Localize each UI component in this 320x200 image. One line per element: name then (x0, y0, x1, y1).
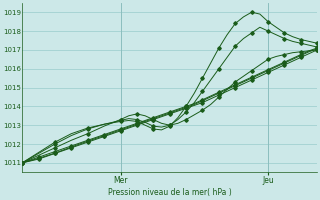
X-axis label: Pression niveau de la mer( hPa ): Pression niveau de la mer( hPa ) (108, 188, 232, 197)
